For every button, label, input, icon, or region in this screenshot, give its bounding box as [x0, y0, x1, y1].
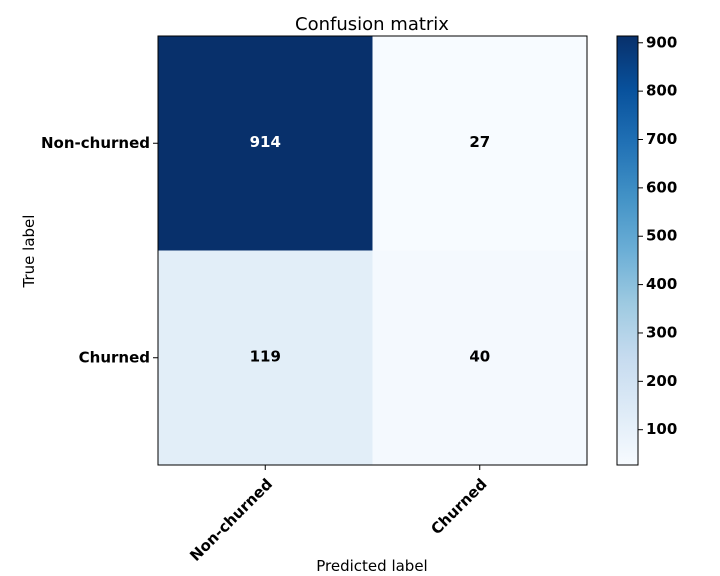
- heatmap-cell: [372, 250, 587, 465]
- chart-title: Confusion matrix: [295, 14, 449, 35]
- heatmap-cells: [158, 36, 587, 465]
- colorbar-tick-label: 100: [646, 420, 677, 438]
- colorbar-tick-label: 800: [646, 82, 677, 100]
- colorbar: [616, 35, 639, 466]
- x-axis-label: Predicted label: [316, 557, 427, 575]
- colorbar-tick-label: 200: [646, 372, 677, 390]
- x-tick-label: Churned: [427, 475, 490, 538]
- x-tick-label: Non-churned: [186, 475, 276, 565]
- colorbar-tick-label: 500: [646, 227, 677, 245]
- cell-value-label: 27: [469, 133, 490, 151]
- y-tick-label: Churned: [79, 348, 150, 366]
- colorbar-tick-label: 600: [646, 178, 677, 196]
- heatmap-cell: [158, 36, 373, 251]
- cell-value-label: 914: [250, 133, 281, 151]
- colorbar-tick-label: 900: [646, 33, 677, 51]
- colorbar-tick-label: 400: [646, 275, 677, 293]
- y-axis-label: True label: [20, 215, 38, 289]
- heatmap-cell: [158, 250, 373, 465]
- heatmap-cell: [372, 36, 587, 251]
- y-tick-label: Non-churned: [41, 134, 150, 152]
- heatmap-cell-labels: 914 27 119 40: [250, 133, 491, 366]
- colorbar-ticks: 100 200 300 400 500 600 700 800 900: [638, 33, 677, 438]
- y-axis-ticks: Non-churned Churned: [41, 134, 158, 366]
- colorbar-tick-label: 700: [646, 130, 677, 148]
- x-axis-ticks: Non-churned Churned: [186, 465, 491, 565]
- cell-value-label: 40: [469, 347, 490, 365]
- cell-value-label: 119: [250, 347, 281, 365]
- plot-frame: [157, 35, 588, 466]
- colorbar-tick-label: 300: [646, 323, 677, 341]
